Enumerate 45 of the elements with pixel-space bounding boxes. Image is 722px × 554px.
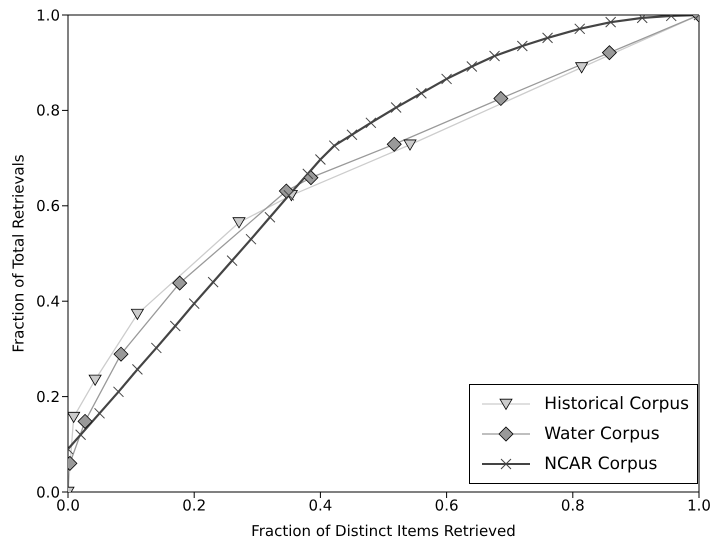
x-tick-label: 0.4 — [308, 496, 332, 515]
y-tick-label: 0.2 — [36, 388, 60, 406]
point — [602, 45, 617, 60]
point — [131, 308, 144, 320]
point — [208, 276, 219, 288]
point — [441, 73, 452, 84]
point — [489, 50, 500, 62]
point — [172, 276, 188, 290]
point — [88, 374, 102, 386]
point — [132, 364, 143, 375]
point — [605, 16, 616, 28]
legend-label: Water Corpus — [544, 424, 660, 444]
y-tick-label: 0.6 — [36, 197, 60, 216]
point — [386, 136, 402, 152]
legend-label: NCAR Corpus — [544, 454, 658, 474]
point — [390, 102, 402, 114]
point — [365, 117, 376, 128]
x-tick-label: 1.0 — [687, 496, 711, 515]
point — [574, 23, 586, 34]
legend-label: Historical Corpus — [544, 394, 689, 414]
point — [232, 217, 246, 228]
x-tick-label: 0.6 — [434, 496, 459, 515]
x-tick-label: 0.0 — [56, 496, 80, 515]
y-axis-title: Fraction of Total Retrievals — [9, 154, 28, 353]
point — [78, 414, 92, 429]
y-tick-label: 0.8 — [36, 102, 60, 120]
point — [346, 129, 358, 140]
point — [188, 298, 200, 310]
point — [314, 154, 326, 166]
x-tick-label: 0.2 — [182, 496, 206, 515]
point — [114, 346, 128, 362]
point — [68, 412, 80, 423]
x-axis-title: Fraction of Distinct Items Retrieved — [251, 522, 516, 540]
point — [328, 140, 340, 152]
point — [416, 88, 427, 99]
point — [466, 61, 478, 72]
y-tick-label: 1.0 — [36, 6, 60, 24]
point — [516, 40, 528, 52]
point — [542, 32, 554, 44]
point — [226, 255, 238, 266]
x-tick-label: 0.8 — [560, 496, 585, 515]
point — [493, 91, 508, 106]
y-tick-label: 0.4 — [36, 292, 60, 311]
point — [575, 62, 588, 74]
point — [404, 140, 416, 151]
